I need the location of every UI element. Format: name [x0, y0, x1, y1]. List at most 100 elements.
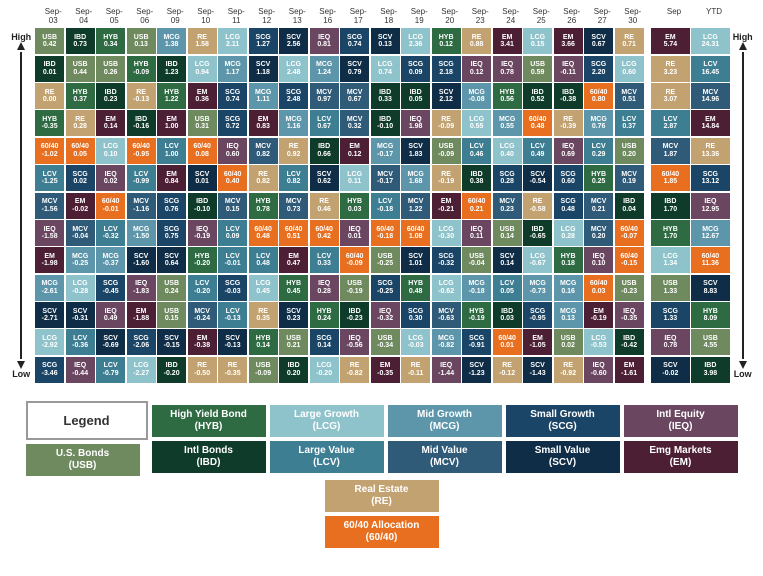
heatmap-column: LCG2.11MCG1.17SCG0.74SCG0.72IEQ0.6060/40… [217, 28, 248, 384]
heatmap-cell: USB0.26 [96, 56, 125, 82]
heatmap-cell: 60/400.80 [584, 83, 613, 109]
col-header: Sep-18 [374, 8, 405, 28]
heatmap-cell: IEQ-0.32 [371, 302, 400, 328]
heatmap-cell: IBD-0.10 [188, 193, 217, 219]
heatmap-cell: IEQ0.49 [96, 302, 125, 328]
heatmap-cell: LCG1.34 [651, 247, 690, 273]
heatmap-cell: 60/400.01 [493, 329, 522, 355]
heatmap-cell: EM0.47 [279, 247, 308, 273]
heatmap-cell: SCV-1.60 [127, 247, 156, 273]
legend-item: Real Estate(RE) [325, 480, 439, 512]
heatmap-cell: LCV16.45 [691, 56, 730, 82]
heatmap-cell: IBD-0.20 [157, 357, 186, 383]
heatmap-cell: EM-1.61 [615, 357, 644, 383]
heatmap-cell: EM3.41 [493, 28, 522, 54]
heatmap-column: RE1.58LCG0.94EM0.36USB0.3160/400.08SCV0.… [187, 28, 218, 384]
heatmap-cell: MCV-0.04 [66, 220, 95, 246]
heatmap-cell: EM5.74 [651, 28, 690, 54]
heatmap-cell: LCV-0.36 [66, 329, 95, 355]
col-header-summary: Sep [654, 8, 694, 28]
heatmap-cell: HYB0.78 [249, 193, 278, 219]
heatmap-cell: IBD0.38 [462, 165, 491, 191]
heatmap-cell: SCG0.14 [310, 329, 339, 355]
heatmap-cell: LCV-0.20 [188, 275, 217, 301]
heatmap-column: HYB0.12SCG2.18SCV2.12RE-0.09USB-0.09RE-0… [431, 28, 462, 384]
heatmap-cell: 60/40-0.07 [615, 220, 644, 246]
heatmap-cell: MCG1.17 [218, 56, 247, 82]
heatmap-cell: MCG-0.82 [432, 329, 461, 355]
heatmap-cell: LCG0.60 [615, 56, 644, 82]
heatmap-column: SCV0.13LCG0.74IBD0.33IBD-0.10MCG-0.17MCV… [370, 28, 401, 384]
heatmap-cell: SCV-0.69 [96, 329, 125, 355]
heatmap-cell: MCV0.23 [493, 193, 522, 219]
heatmap-cell: HYB0.14 [249, 329, 278, 355]
heatmap-column: EM3.41IEQ0.78HYB0.56MCG0.55LCG0.40SCG0.2… [492, 28, 523, 384]
heatmap-cell: IBD0.05 [401, 83, 430, 109]
heatmap-cell: SCG-0.45 [96, 275, 125, 301]
heatmap-cell: SCV-1.43 [523, 357, 552, 383]
heatmap-cell: HYB-0.19 [462, 302, 491, 328]
heatmap-cell: LCV0.05 [493, 275, 522, 301]
heatmap-cell: IBD-0.10 [371, 110, 400, 136]
heatmap-cell: LCG-2.92 [35, 329, 64, 355]
heatmap-cell: IEQ-0.11 [554, 56, 583, 82]
heatmap-cell: IBD-0.42 [615, 329, 644, 355]
heatmap-cell: HYB0.48 [401, 275, 430, 301]
heatmap-cell: SCG1.33 [651, 302, 690, 328]
heatmap-cell: MCV1.87 [651, 138, 690, 164]
heatmap-cell: EM-1.05 [523, 329, 552, 355]
heatmap-cell: RE13.36 [691, 138, 730, 164]
heatmap-cell: LCG-0.53 [584, 329, 613, 355]
heatmap-cell: RE0.00 [35, 83, 64, 109]
heatmap-cell: IBD0.33 [371, 83, 400, 109]
heatmap-column: USB0.13HYB-0.09RE-0.13IBD-0.1660/40-0.95… [126, 28, 157, 384]
heatmap-cell: MCG-0.37 [96, 247, 125, 273]
heatmap-cell: RE-0.92 [554, 357, 583, 383]
col-header: Sep-10 [191, 8, 222, 28]
heatmap-cell: MCG1.68 [401, 165, 430, 191]
heatmap-column: EM3.66IEQ-0.11IBD-0.38RE-0.39IEQ0.69SCG0… [553, 28, 584, 384]
heatmap-cell: RE1.58 [188, 28, 217, 54]
heatmap-cell: EM-0.21 [432, 193, 461, 219]
heatmap-cell: 60/400.51 [279, 220, 308, 246]
heatmap-cell: LCG2.11 [218, 28, 247, 54]
legend-item: 60/40 Allocation(60/40) [325, 516, 439, 548]
heatmap-cell: HYB0.34 [96, 28, 125, 54]
col-header: Sep-17 [343, 8, 374, 28]
heatmap-cell: EM-1.88 [127, 302, 156, 328]
heatmap-cell: EM-1.98 [35, 247, 64, 273]
heatmap-cell: LCV2.87 [651, 110, 690, 136]
heatmap-cell: SCV-0.31 [66, 302, 95, 328]
heatmap-cell: HYB-0.20 [188, 247, 217, 273]
heatmap-cell: RE-0.09 [432, 110, 461, 136]
heatmap-cell: MCG0.16 [554, 275, 583, 301]
col-header: Sep-30 [618, 8, 649, 28]
heatmap-cell: EM14.84 [691, 110, 730, 136]
heatmap-cell: EM0.36 [188, 83, 217, 109]
heatmap-cell: 60/400.21 [462, 193, 491, 219]
heatmap-cell: RE-0.35 [218, 357, 247, 383]
heatmap-cell: EM0.14 [96, 110, 125, 136]
heatmap-cell: IBD0.73 [66, 28, 95, 54]
heatmap-cell: IBD1.23 [157, 56, 186, 82]
heatmap-cell: MCV0.21 [584, 193, 613, 219]
heatmap-cell: SCG-0.25 [371, 275, 400, 301]
heatmap-cell: IEQ0.10 [584, 247, 613, 273]
heatmap-cell: USB0.15 [157, 302, 186, 328]
heatmap-cell: SCG1.27 [249, 28, 278, 54]
heatmap-cell: IEQ-1.83 [127, 275, 156, 301]
heatmap-cell: SCV2.56 [279, 28, 308, 54]
axis-high-label: High [11, 32, 31, 42]
heatmap-cell: SCG-0.95 [523, 302, 552, 328]
heatmap-cell: IBD0.52 [523, 83, 552, 109]
heatmap-cell: SCG0.60 [554, 165, 583, 191]
legend-item: Large Growth(LCG) [270, 405, 384, 437]
heatmap-cell: SCG-0.03 [218, 275, 247, 301]
col-header: Sep-24 [496, 8, 527, 28]
y-axis-right: High Low [730, 28, 755, 384]
heatmap-cell: LCG-0.28 [66, 275, 95, 301]
heatmap-cell: USB0.02 [554, 329, 583, 355]
heatmap-cell: 60/400.48 [249, 220, 278, 246]
heatmap-cell: SCG0.75 [157, 220, 186, 246]
heatmap-cell: MCV-0.17 [371, 165, 400, 191]
